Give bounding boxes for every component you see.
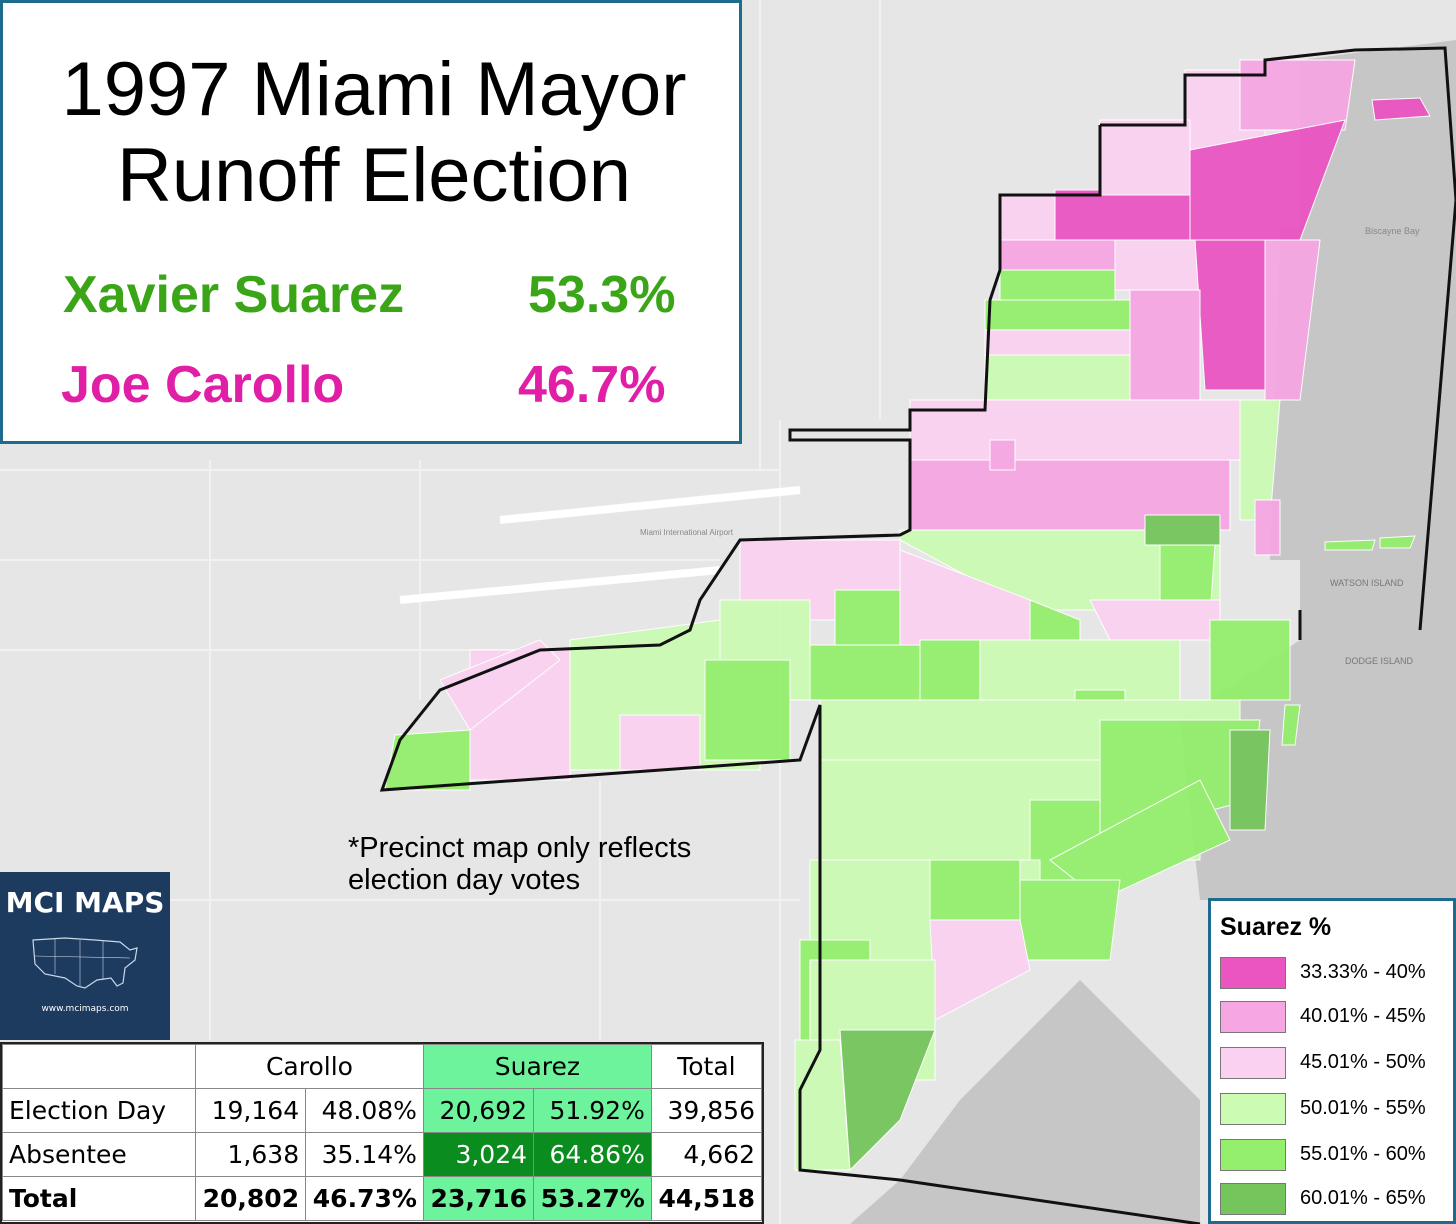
legend-item: 45.01% - 50% xyxy=(1220,1047,1450,1081)
table-header-row: Carollo Suarez Total xyxy=(2,1044,763,1089)
carollo-votes: 1,638 xyxy=(194,1132,307,1177)
suarez-votes: 3,024 xyxy=(422,1132,535,1177)
candidate-suarez-name: Xavier Suarez xyxy=(63,266,405,324)
legend-item: 40.01% - 45% xyxy=(1220,1001,1450,1035)
legend-swatch xyxy=(1220,1047,1286,1079)
legend-item: 33.33% - 40% xyxy=(1220,957,1450,991)
total-votes: 4,662 xyxy=(650,1132,763,1177)
table-row: Absentee 1,638 35.14% 3,024 64.86% 4,662 xyxy=(2,1132,763,1177)
total-votes: 44,518 xyxy=(650,1176,763,1221)
legend-label: 40.01% - 45% xyxy=(1300,1005,1426,1027)
legend-label: 60.01% - 65% xyxy=(1300,1187,1426,1209)
table-row: Election Day 19,164 48.08% 20,692 51.92%… xyxy=(2,1088,763,1133)
header-suarez: Suarez xyxy=(422,1044,652,1089)
precincts xyxy=(384,59,1431,1172)
suarez-pct: 53.27% xyxy=(533,1176,652,1221)
legend-swatch xyxy=(1220,957,1286,989)
legend-item: 55.01% - 60% xyxy=(1220,1139,1450,1173)
table-corner-cell xyxy=(2,1044,196,1089)
row-label: Total xyxy=(2,1176,196,1221)
city-boundary xyxy=(379,46,1456,1224)
title-line2: Runoff Election xyxy=(116,133,632,218)
legend-swatch xyxy=(1220,1183,1286,1215)
legend-label: 33.33% - 40% xyxy=(1300,961,1426,983)
legend-swatch xyxy=(1220,1139,1286,1171)
candidate-carollo-name: Joe Carollo xyxy=(61,356,345,414)
legend-label: 50.01% - 55% xyxy=(1300,1097,1426,1119)
logo-url: www.mcimaps.com xyxy=(41,1004,129,1014)
results-table: Carollo Suarez Total Election Day 19,164… xyxy=(0,1042,764,1224)
carollo-pct: 35.14% xyxy=(305,1132,424,1177)
header-total: Total xyxy=(650,1044,763,1089)
airport-runways xyxy=(399,486,801,604)
mci-maps-logo: MCI MAPS www.mcimaps.com xyxy=(0,872,170,1040)
legend-item: 60.01% - 65% xyxy=(1220,1183,1450,1217)
suarez-pct: 64.86% xyxy=(533,1132,652,1177)
airport-label: Miami International Airport xyxy=(640,528,734,537)
carollo-pct: 46.73% xyxy=(305,1176,424,1221)
legend-item: 50.01% - 55% xyxy=(1220,1093,1450,1127)
legend-swatch xyxy=(1220,1093,1286,1125)
legend-label: 55.01% - 60% xyxy=(1300,1143,1426,1165)
title-line1: 1997 Miami Mayor xyxy=(61,47,687,132)
row-label: Election Day xyxy=(2,1088,196,1133)
note-line2: election day votes xyxy=(348,864,581,896)
legend-swatch xyxy=(1220,1001,1286,1033)
logo-title: MCI MAPS xyxy=(5,886,165,919)
candidate-suarez-pct: 53.3% xyxy=(528,266,676,324)
carollo-pct: 48.08% xyxy=(305,1088,424,1133)
total-votes: 39,856 xyxy=(650,1088,763,1133)
header-carollo: Carollo xyxy=(195,1044,424,1089)
title-box: 1997 Miami Mayor Runoff Election Xavier … xyxy=(0,0,742,444)
note-line1: *Precinct map only reflects xyxy=(348,832,692,864)
results-table-grid: Carollo Suarez Total Election Day 19,164… xyxy=(2,1044,763,1221)
suarez-votes: 23,716 xyxy=(422,1176,535,1221)
watson-island-label: WATSON ISLAND xyxy=(1330,578,1404,588)
legend: Suarez % 33.33% - 40% 40.01% - 45% 45.01… xyxy=(1208,898,1456,1224)
row-label: Absentee xyxy=(2,1132,196,1177)
usa-map-icon xyxy=(32,937,138,989)
legend-label: 45.01% - 50% xyxy=(1300,1051,1426,1073)
watson-island-label-text: WATSON ISLAND xyxy=(1330,578,1404,588)
bay-water-south xyxy=(1180,640,1456,900)
candidate-carollo-pct: 46.7% xyxy=(518,356,666,414)
suarez-votes: 20,692 xyxy=(422,1088,535,1133)
biscayne-bay-label: Biscayne Bay xyxy=(1365,226,1420,236)
table-row: Total 20,802 46.73% 23,716 53.27% 44,518 xyxy=(2,1176,763,1221)
precinct-note: *Precinct map only reflects election day… xyxy=(348,832,768,896)
legend-title: Suarez % xyxy=(1220,913,1332,941)
bay-water-north xyxy=(1270,220,1456,560)
suarez-pct: 51.92% xyxy=(533,1088,652,1133)
dodge-island-label: DODGE ISLAND xyxy=(1345,656,1414,666)
carollo-votes: 19,164 xyxy=(194,1088,307,1133)
carollo-votes: 20,802 xyxy=(194,1176,307,1221)
